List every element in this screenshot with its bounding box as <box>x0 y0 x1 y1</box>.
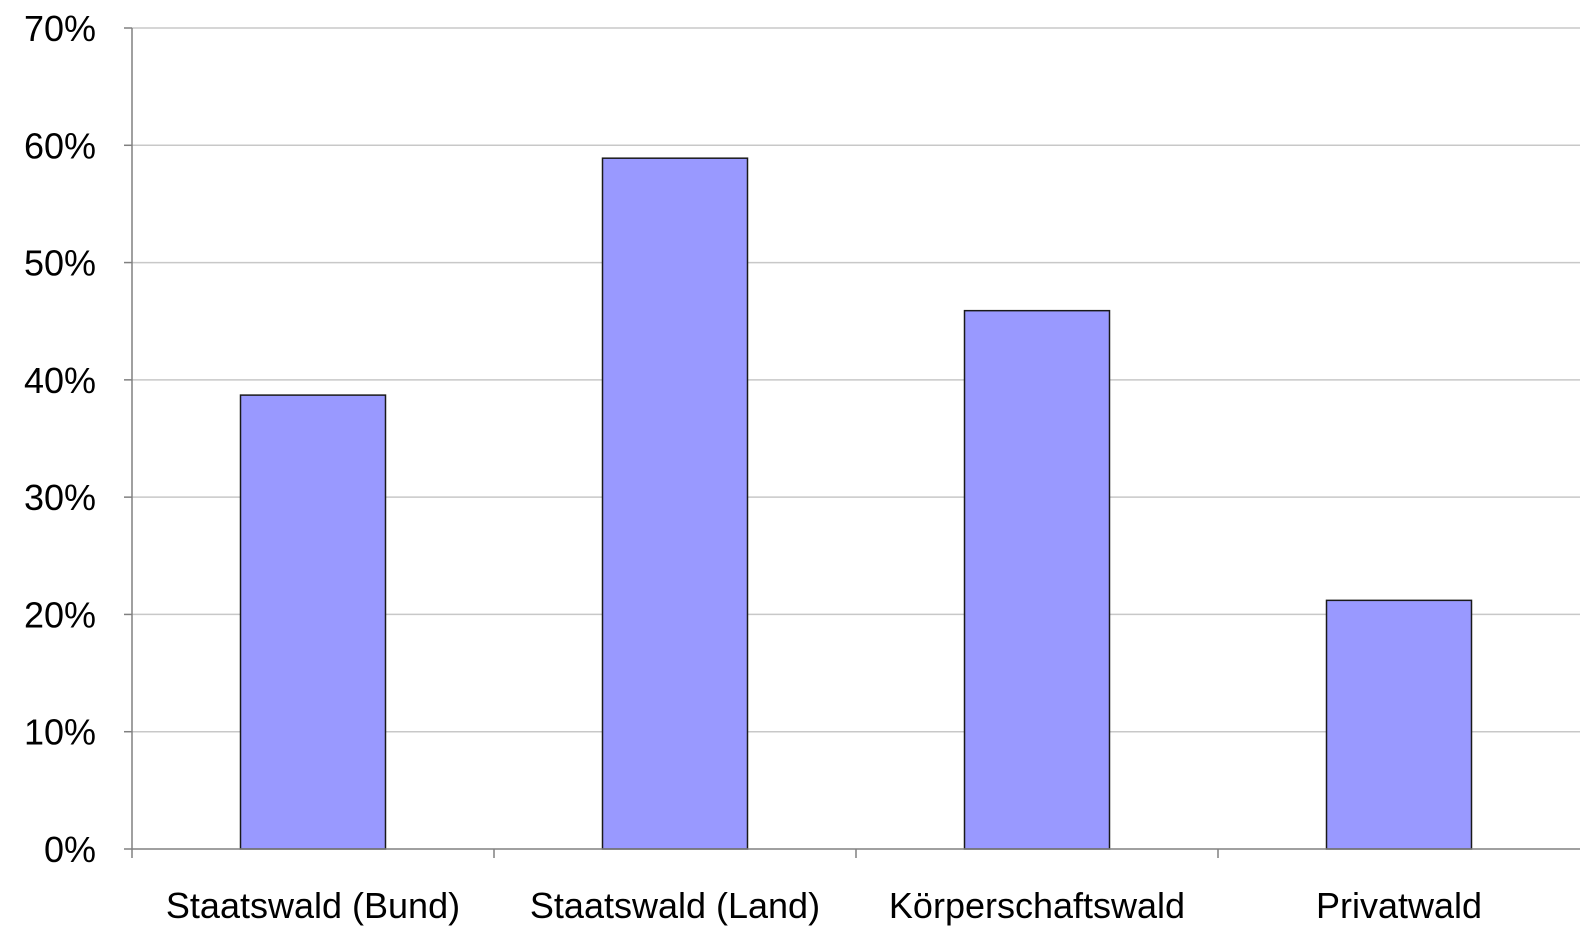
y-tick-label: 0% <box>44 829 96 870</box>
x-category-label: Staatswald (Land) <box>530 885 820 926</box>
y-tick-label: 20% <box>24 594 96 635</box>
y-tick-label: 60% <box>24 125 96 166</box>
y-tick-label: 70% <box>24 8 96 49</box>
x-category-label: Körperschaftswald <box>889 885 1185 926</box>
axes <box>124 27 1580 858</box>
bar <box>239 394 387 850</box>
y-tick-label: 50% <box>24 243 96 284</box>
y-tick-label: 40% <box>24 360 96 401</box>
bar <box>963 309 1111 850</box>
x-category-label: Staatswald (Bund) <box>166 885 460 926</box>
labels: 0% 10% 20% 30% 40% 50% 60% 70% Staatswald (Bund)… <box>24 8 1482 926</box>
bar <box>601 157 749 850</box>
x-category-label: Privatwald <box>1316 885 1482 926</box>
y-tick-label: 30% <box>24 477 96 518</box>
bar <box>1325 599 1473 850</box>
bars <box>239 157 1473 850</box>
y-tick-label: 10% <box>24 712 96 753</box>
